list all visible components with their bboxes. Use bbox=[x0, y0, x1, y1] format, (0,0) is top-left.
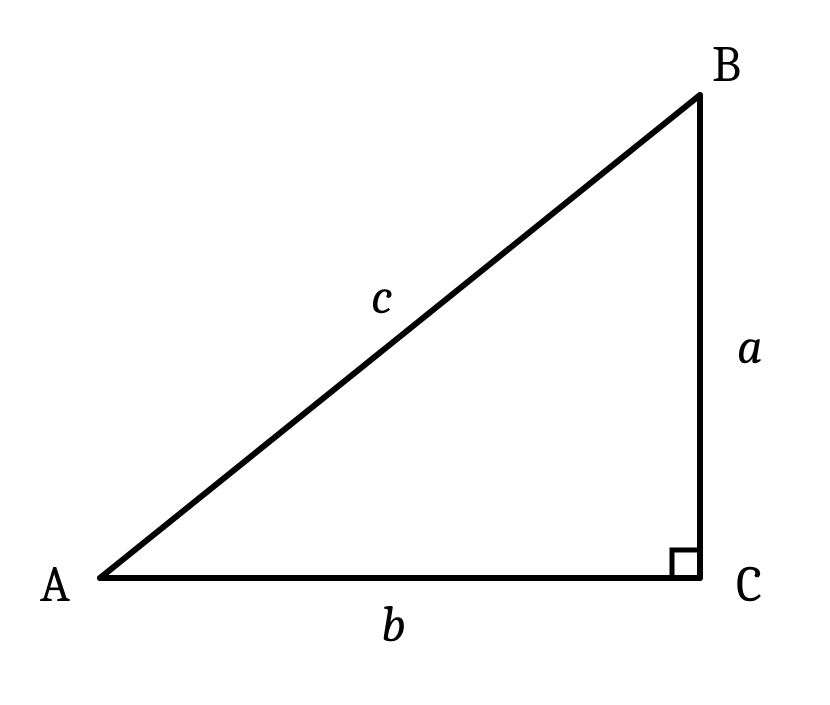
vertex-label-B: B bbox=[712, 36, 741, 94]
triangle-shape bbox=[100, 95, 700, 578]
side-label-a: a bbox=[737, 318, 763, 376]
vertex-label-C: C bbox=[736, 556, 762, 614]
triangle-diagram bbox=[0, 0, 830, 705]
side-label-c: c bbox=[371, 268, 393, 326]
vertex-label-A: A bbox=[40, 556, 70, 614]
side-c-line bbox=[100, 95, 700, 578]
right-angle-marker bbox=[672, 550, 700, 578]
side-label-b: b bbox=[381, 596, 406, 654]
